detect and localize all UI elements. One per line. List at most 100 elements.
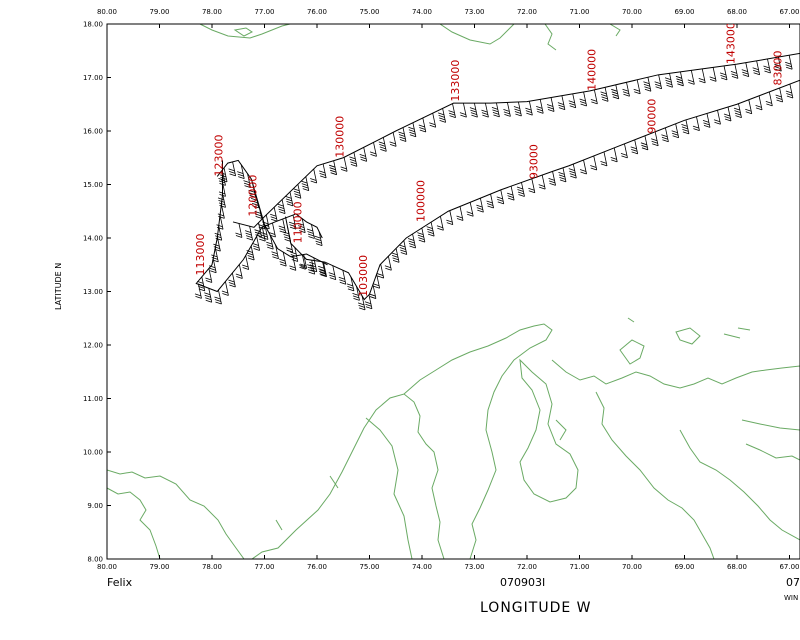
flight-time-label: 130000 [333, 116, 346, 158]
wind-barb-feather [298, 225, 305, 229]
wind-barb-feather [536, 108, 543, 112]
wind-barb-feather [398, 131, 405, 135]
wind-barb-feather [497, 198, 504, 202]
wind-barb-staff [675, 123, 680, 138]
wind-barb-staff [256, 236, 261, 251]
wind-barb-feather [682, 128, 689, 132]
wind-barb-feather [268, 232, 276, 235]
wind-barb-feather [419, 127, 426, 130]
wind-barb-feather [340, 168, 348, 172]
wind-barb-feather [210, 270, 217, 274]
wind-barb-feather [481, 112, 489, 116]
wind-barb-feather [254, 211, 261, 214]
wind-barb-feather [724, 118, 732, 122]
wind-barb-feather [377, 273, 384, 276]
wind-barb-feather [612, 96, 619, 100]
wind-barb-staff [422, 117, 427, 133]
wind-barb-staff [690, 70, 695, 85]
wind-barb-staff [265, 214, 270, 229]
wind-barb-feather [436, 225, 444, 229]
wind-barb-staff [665, 127, 669, 142]
wind-barb-feather [568, 168, 575, 171]
wind-barb-feather [427, 233, 435, 237]
wind-barb-feather [672, 135, 679, 139]
wind-barb-feather [237, 173, 244, 177]
wind-barb-feather [733, 107, 741, 111]
wind-barb-feather [219, 194, 226, 197]
wind-barb-feather [352, 295, 360, 299]
wind-barb-feather [365, 306, 373, 310]
wind-barb-staff [212, 258, 217, 273]
wind-barb-staff [777, 57, 782, 72]
wind-barb-staff [302, 255, 306, 270]
wind-barb-feather [235, 232, 242, 236]
coastline [107, 24, 800, 559]
wind-barb-feather [525, 110, 532, 114]
wind-barb-feather [214, 299, 222, 302]
wind-barb-feather [644, 88, 652, 92]
wind-barb-feather [702, 120, 710, 123]
plot-frame [106, 23, 800, 560]
wind-barb-staff [430, 222, 435, 237]
wind-barb-feather [399, 139, 407, 142]
wind-barb-feather [786, 95, 793, 99]
wind-barb-feather [631, 151, 638, 155]
wind-barb-staff [521, 182, 525, 197]
x-tick-label-top: 67.00 [779, 8, 799, 16]
wind-barb-feather [666, 84, 673, 88]
wind-barb-feather [253, 248, 260, 251]
wind-barb-feather [675, 75, 683, 79]
wind-barb-feather [378, 141, 385, 145]
wind-barb-staff [593, 155, 598, 171]
wind-barb-feather [786, 93, 793, 96]
wind-barb-feather [681, 123, 688, 127]
wind-barb-staff [463, 103, 467, 118]
wind-barb-staff [421, 227, 426, 243]
x-tick-label: 72.00 [517, 563, 537, 571]
flight-time-label: 110000 [291, 201, 304, 243]
wind-barb-feather [248, 257, 255, 261]
wind-barb-staff [395, 248, 400, 263]
wind-barb-feather [623, 93, 630, 97]
wind-barb-feather [328, 272, 335, 276]
wind-barb-feather [285, 196, 292, 199]
wind-barb-feather [245, 232, 252, 236]
wind-barb-feather [211, 257, 218, 260]
wind-barb-feather [665, 82, 673, 86]
wind-barb-staff [311, 260, 316, 275]
wind-barb-staff [342, 270, 347, 285]
wind-barb-feather [329, 277, 336, 281]
wind-barb-feather [330, 169, 337, 173]
wind-barb-feather [299, 266, 306, 270]
wind-barb-staff [701, 68, 706, 83]
x-tick-label-top: 72.00 [517, 8, 537, 16]
wind-barb-feather [620, 152, 628, 156]
wind-barb-feather [735, 115, 742, 119]
wind-barb-feather [380, 148, 387, 152]
wind-barb-feather [755, 104, 762, 108]
wind-barb-feather [229, 173, 236, 177]
wind-barb-feather [271, 251, 278, 255]
wind-barb-staff [572, 93, 577, 108]
flight-time-label: 143000 [724, 22, 737, 64]
wind-barb-staff [201, 276, 206, 291]
wind-barb-feather [558, 107, 566, 111]
wind-barb-staff [322, 163, 327, 178]
wind-barb-feather [369, 296, 377, 299]
x-tick-label: 69.00 [674, 563, 694, 571]
wind-barb-feather [352, 292, 359, 296]
wind-barb-staff [507, 102, 511, 117]
wind-barb-feather [197, 283, 204, 287]
wind-barb-feather [291, 259, 298, 262]
wind-barb-feather [569, 170, 576, 174]
wind-barb-feather [507, 197, 515, 201]
wind-barb-feather [611, 91, 618, 95]
wind-barb-staff [363, 147, 368, 162]
wind-barb-feather [652, 143, 659, 147]
wind-barb-feather [557, 102, 565, 106]
wind-barb-feather [409, 134, 417, 138]
wind-barb-feather [466, 211, 473, 215]
wind-barb-feather [271, 253, 279, 257]
wind-barb-staff [615, 84, 620, 99]
wind-barb-feather [244, 185, 251, 189]
